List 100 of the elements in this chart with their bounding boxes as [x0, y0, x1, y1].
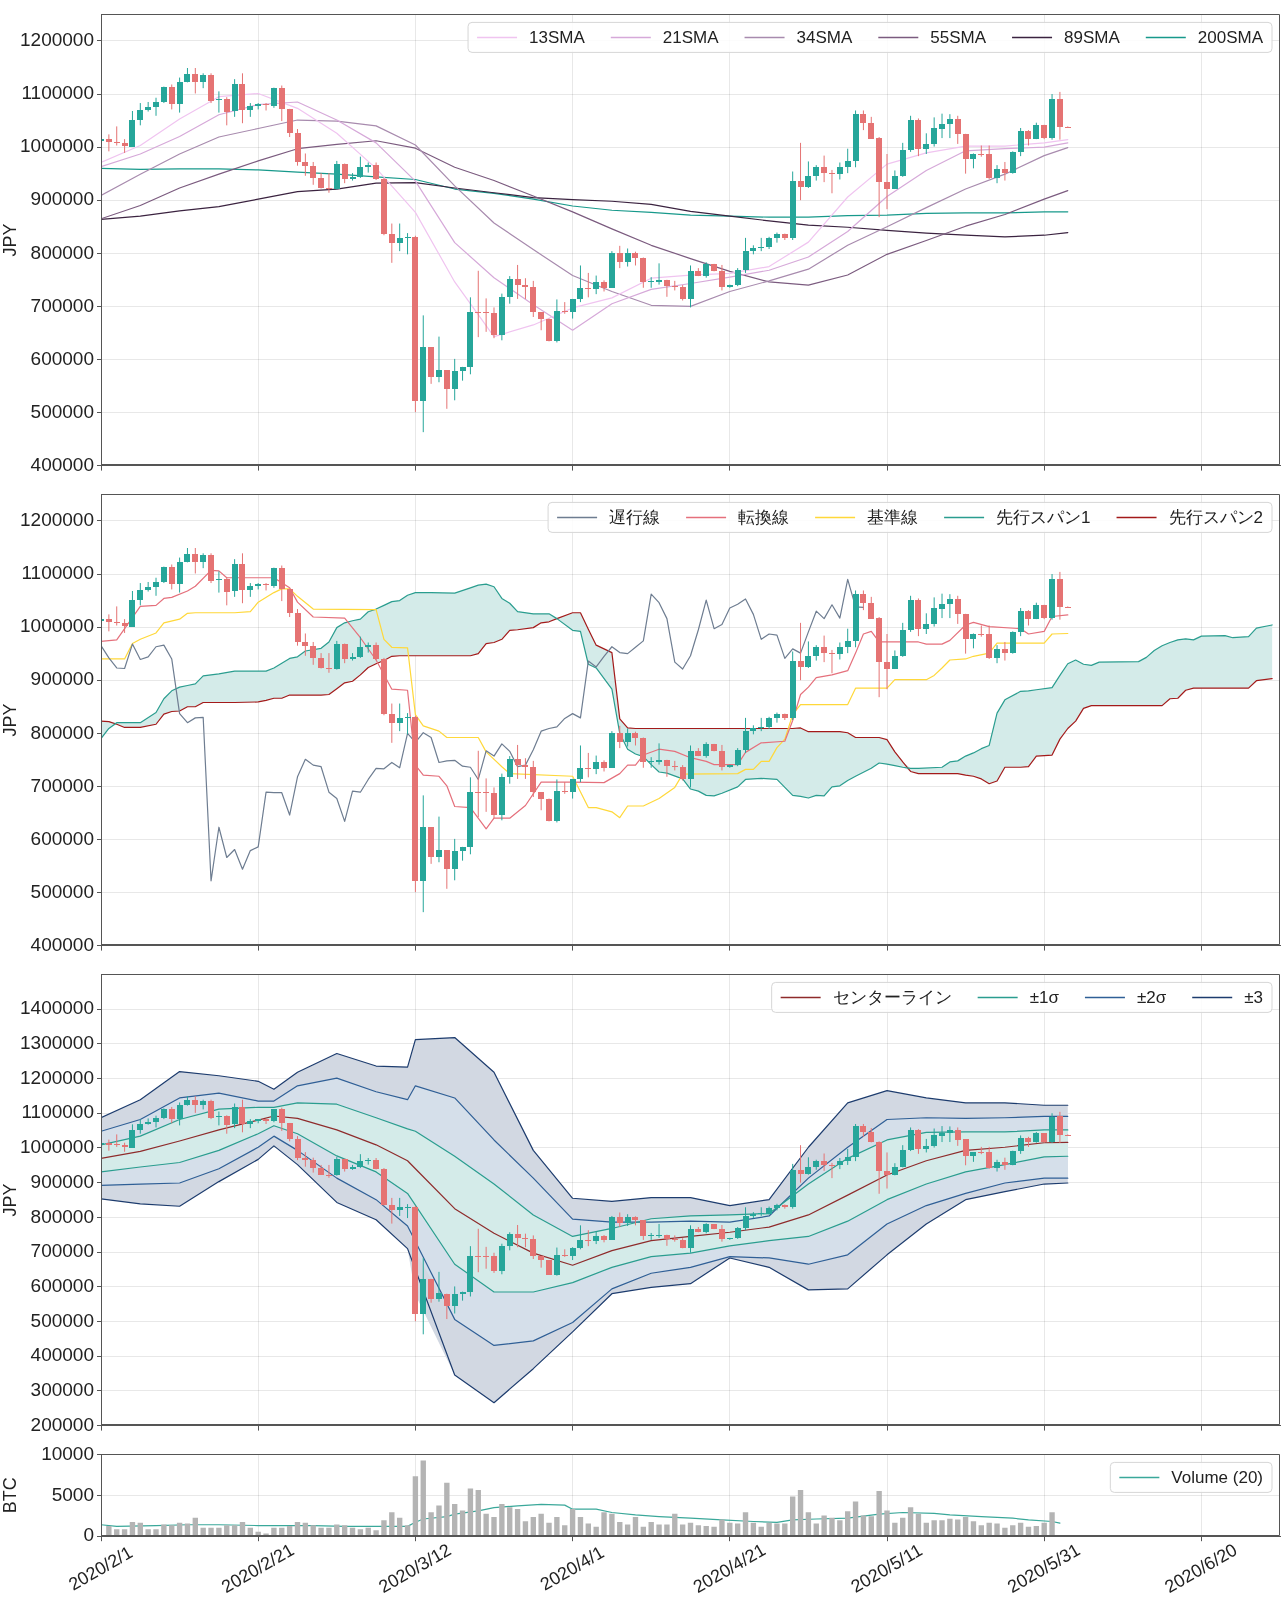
candlestick — [923, 132, 929, 155]
candlestick — [397, 223, 403, 252]
candlestick — [758, 237, 764, 252]
bar — [892, 1522, 898, 1537]
candlestick — [868, 116, 874, 140]
candlestick — [577, 264, 583, 303]
candlestick — [177, 557, 183, 594]
y-tick-label: 1200000 — [20, 29, 94, 51]
y-tick-label: 1200000 — [20, 509, 94, 531]
candlestick — [884, 153, 890, 210]
bar — [805, 1512, 812, 1537]
bar — [711, 1526, 717, 1537]
candlestick — [1002, 161, 1008, 182]
candlestick — [357, 156, 363, 179]
candlestick — [931, 116, 937, 148]
candlestick — [475, 1228, 481, 1273]
y-axis-title: JPY — [0, 1183, 20, 1217]
legend-label: 34SMA — [796, 28, 853, 48]
candlestick — [475, 750, 481, 818]
candlestick — [287, 108, 293, 138]
candlestick — [1010, 630, 1016, 655]
candlestick — [955, 115, 961, 145]
legend-label: 先行スパン1 — [996, 508, 1091, 528]
candlestick — [1018, 1134, 1024, 1155]
y-tick-label: 400000 — [30, 933, 94, 955]
candlestick — [507, 755, 513, 785]
candlestick — [640, 257, 646, 289]
candlestick — [939, 113, 945, 139]
bar — [318, 1527, 324, 1537]
candlestick — [798, 142, 804, 201]
candlestick — [963, 1138, 969, 1166]
candlestick — [1010, 150, 1016, 175]
candlestick — [436, 1271, 442, 1303]
candlestick — [947, 593, 953, 619]
bar — [939, 1520, 945, 1537]
bar — [845, 1511, 851, 1537]
candlestick — [444, 1293, 450, 1320]
candlestick — [114, 125, 120, 147]
candlestick — [302, 152, 308, 177]
y-tick-label: 5000 — [51, 1483, 94, 1505]
candlestick — [947, 1125, 953, 1143]
candlestick — [483, 777, 489, 813]
candlestick — [585, 272, 591, 298]
candlestick — [263, 102, 269, 111]
candlestick — [585, 1229, 591, 1247]
candlestick — [192, 67, 198, 94]
candlestick — [656, 262, 662, 286]
bar — [931, 1520, 937, 1537]
candlestick — [263, 1118, 269, 1125]
candlestick — [302, 632, 308, 657]
y-tick-label: 300000 — [30, 1379, 94, 1401]
bar — [947, 1518, 953, 1537]
bar — [1049, 1512, 1055, 1537]
candlestick — [530, 1234, 536, 1260]
bar — [106, 1526, 112, 1537]
candlestick — [931, 1128, 937, 1149]
legend-label: 転換線 — [738, 508, 790, 528]
candlestick — [593, 755, 599, 775]
candlestick — [310, 161, 316, 186]
bar — [271, 1527, 277, 1537]
bar — [876, 1490, 882, 1537]
candlestick — [601, 279, 607, 292]
candlestick — [915, 1128, 921, 1155]
candlestick — [137, 102, 143, 126]
legend-label: ±2σ — [1136, 988, 1167, 1008]
candlestick — [821, 1152, 827, 1172]
candlestick — [224, 96, 230, 126]
candlestick — [625, 247, 631, 268]
bar — [145, 1529, 151, 1537]
candlestick — [114, 605, 120, 627]
candlestick — [640, 737, 646, 769]
candlestick — [483, 297, 489, 333]
candlestick — [129, 1123, 135, 1149]
bar — [546, 1522, 552, 1537]
candlestick — [994, 1159, 1000, 1173]
bar — [428, 1512, 434, 1537]
candlestick — [224, 1114, 230, 1135]
candlestick — [1018, 127, 1024, 157]
y-tick-label: 800000 — [30, 721, 94, 743]
candlestick — [829, 649, 835, 674]
bar — [444, 1482, 450, 1537]
candlestick — [821, 635, 827, 663]
candlestick — [310, 641, 316, 666]
candlestick — [106, 1139, 112, 1152]
bar — [153, 1529, 159, 1537]
bar — [452, 1503, 458, 1537]
candlestick — [1057, 1111, 1063, 1144]
candlestick — [845, 148, 851, 174]
candlestick — [860, 589, 866, 611]
candlestick — [648, 276, 654, 289]
y-tick-label: 900000 — [30, 188, 94, 210]
y-tick-label: 500000 — [30, 880, 94, 902]
bar — [609, 1513, 615, 1537]
candlestick — [153, 97, 159, 117]
y-tick-label: 0 — [83, 1524, 94, 1546]
legend-label: センターライン — [832, 988, 952, 1008]
y-tick-label: 1400000 — [20, 997, 94, 1019]
candlestick — [1002, 641, 1008, 662]
candlestick — [656, 1223, 662, 1239]
legend-label: 13SMA — [529, 28, 586, 48]
